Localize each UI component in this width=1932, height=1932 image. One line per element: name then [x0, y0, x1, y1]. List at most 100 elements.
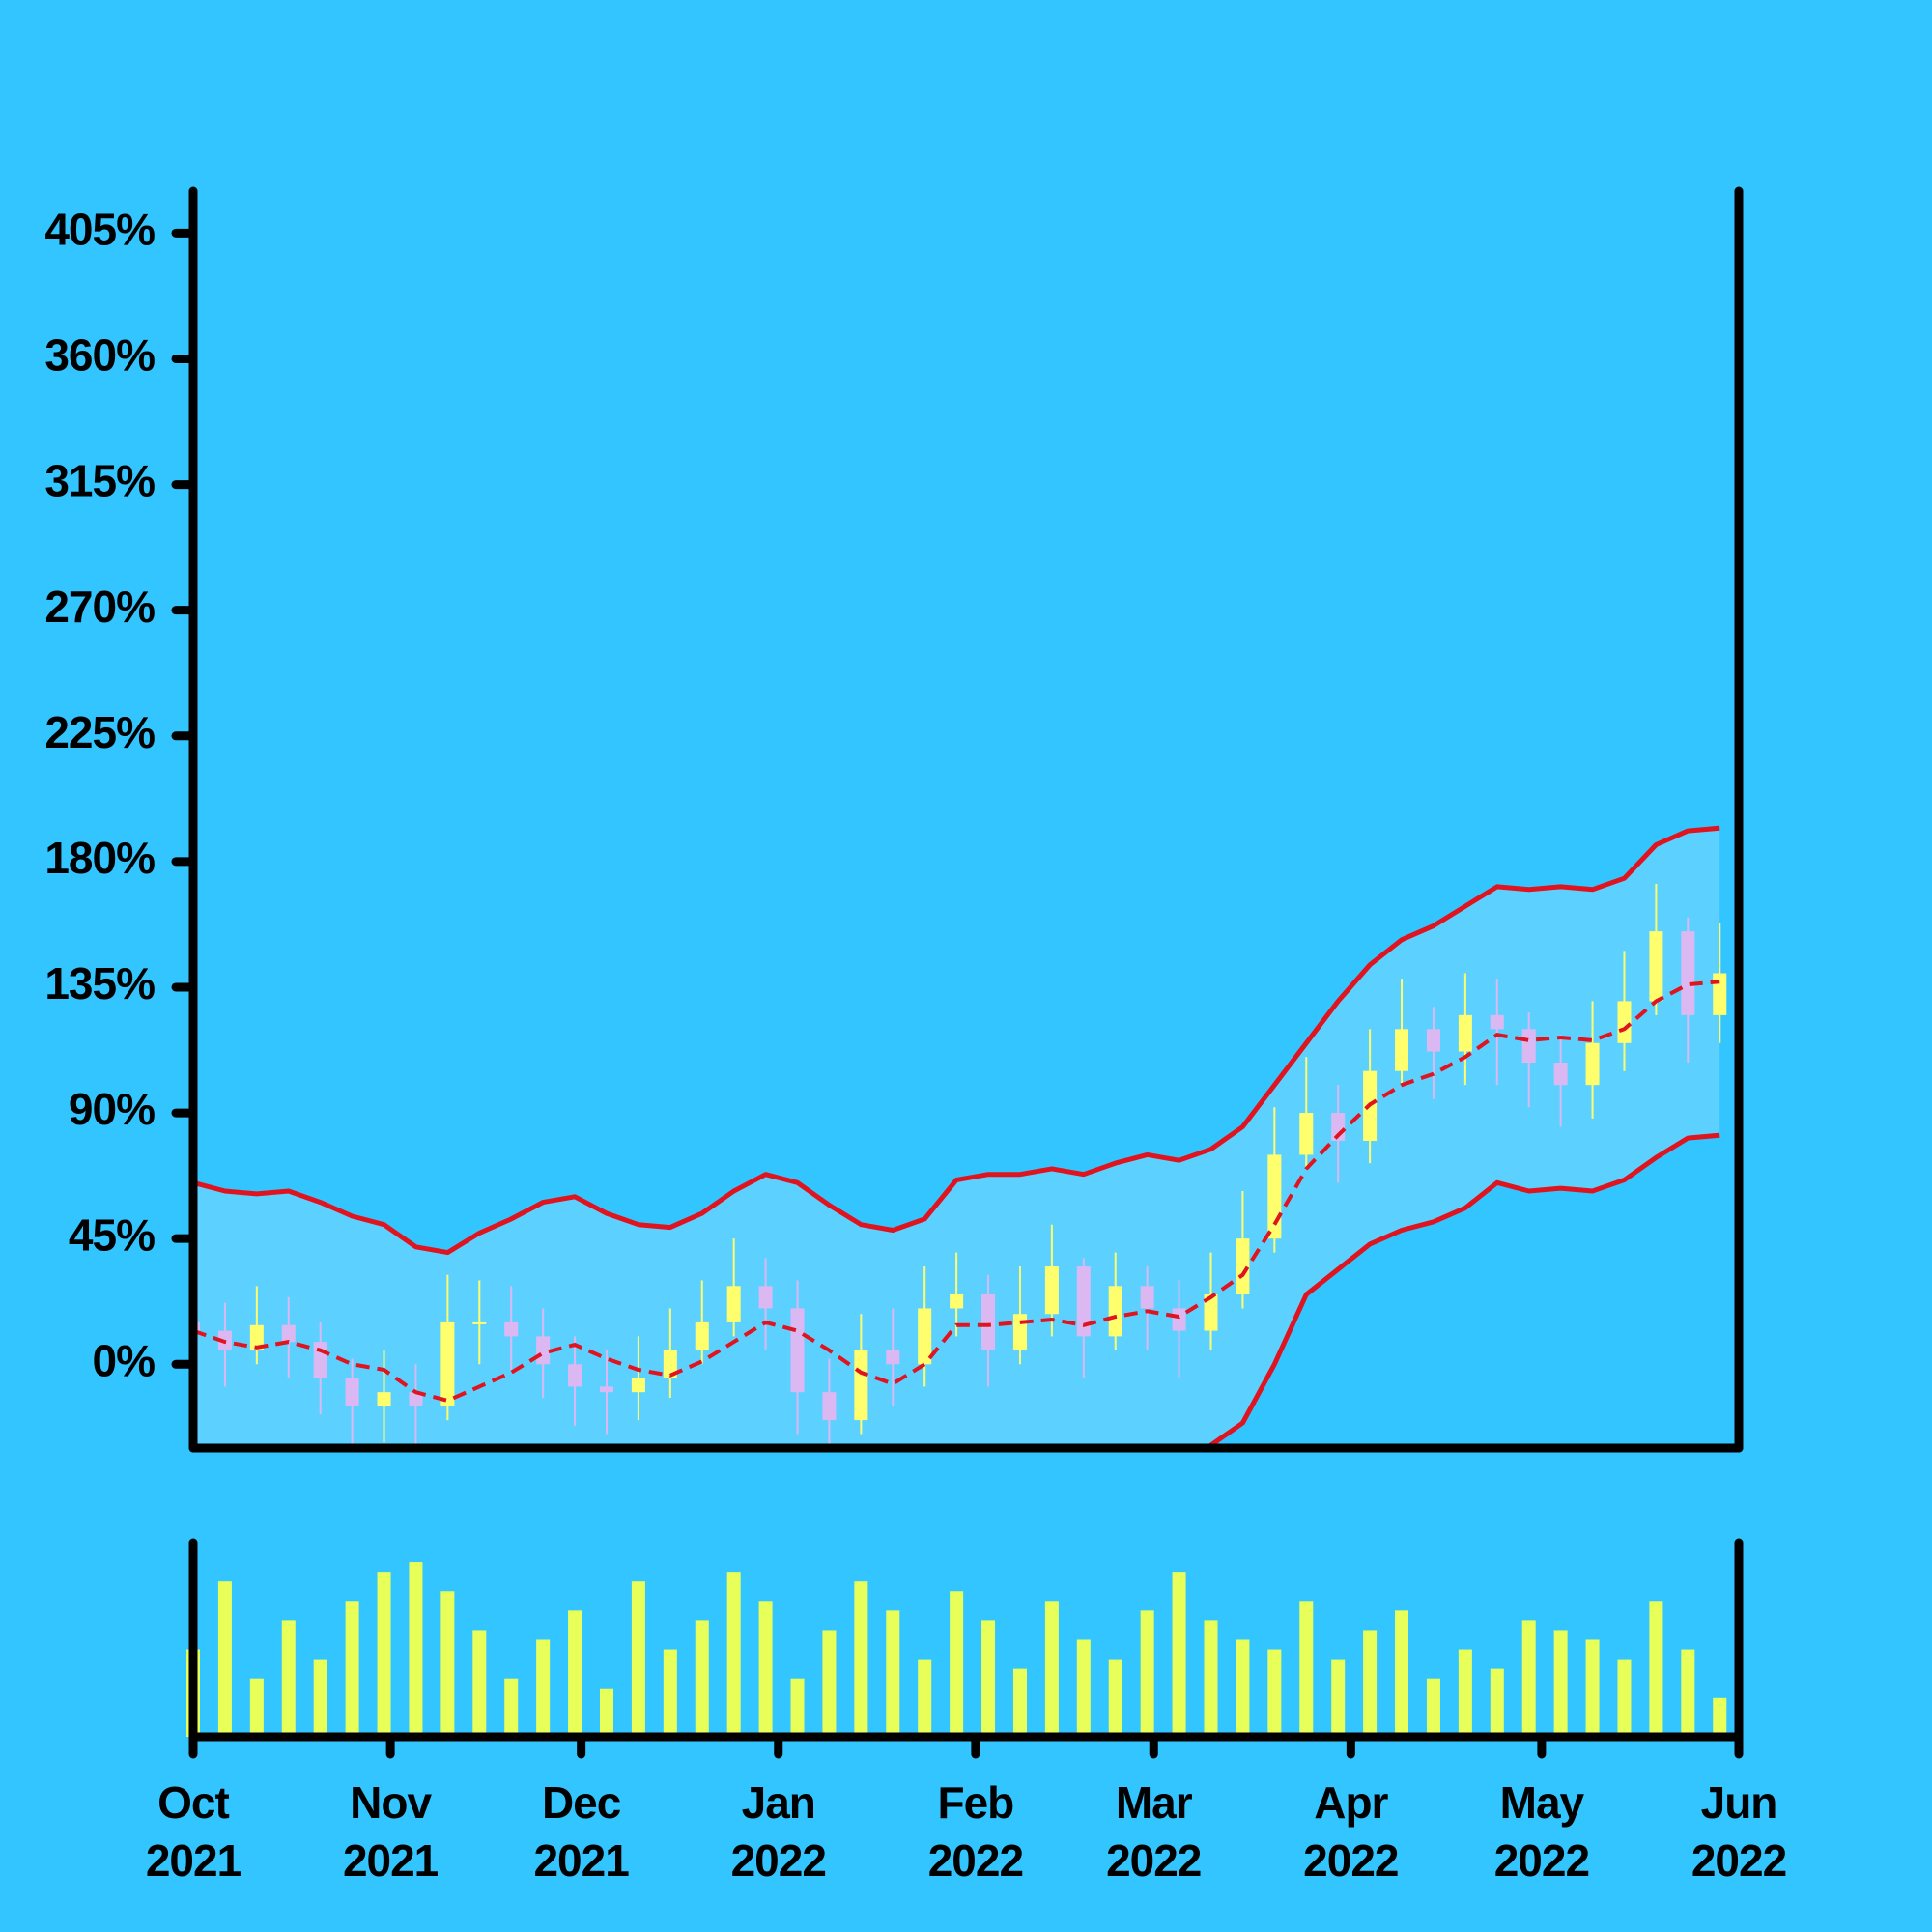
x-tick-label: Feb 2022: [927, 1777, 1024, 1886]
y-tick-label: 135%: [44, 958, 155, 1009]
volume-bar: [981, 1620, 996, 1737]
candle-body: [663, 1350, 677, 1378]
x-tick-label: Jan 2022: [730, 1777, 827, 1886]
candle-body: [1649, 931, 1663, 1002]
candle-body: [599, 1386, 613, 1393]
volume-bar: [1521, 1620, 1536, 1737]
candle-body: [854, 1350, 868, 1421]
y-tick-label: 405%: [44, 205, 155, 255]
x-tick-label: Mar 2022: [1106, 1777, 1202, 1886]
volume-bar: [1395, 1610, 1409, 1737]
candle-body: [1713, 973, 1727, 1015]
candle-body: [440, 1321, 455, 1406]
x-tick-label: May 2022: [1493, 1777, 1590, 1886]
candle-body: [1076, 1266, 1091, 1337]
x-tick-label: Dec 2021: [533, 1777, 629, 1886]
volume-bar: [822, 1630, 837, 1737]
x-tick-label: Oct 2021: [145, 1777, 242, 1886]
candle-body: [1521, 1029, 1536, 1064]
volume-panel: [186, 1562, 1727, 1737]
volume-bar: [1585, 1639, 1600, 1737]
volume-bar: [1044, 1601, 1059, 1737]
volume-bar: [1363, 1630, 1378, 1737]
volume-bar: [377, 1572, 391, 1737]
candle-body: [726, 1286, 741, 1322]
volume-bar: [1649, 1601, 1663, 1737]
volume-bar: [345, 1601, 359, 1737]
candle-body: [1012, 1314, 1027, 1350]
candle-body: [918, 1308, 932, 1365]
candle-body: [1204, 1293, 1218, 1331]
y-tick-label: 0%: [93, 1335, 156, 1385]
candle-body: [536, 1336, 551, 1365]
volume-bar: [1713, 1697, 1727, 1737]
volume-bar: [504, 1678, 519, 1737]
x-tick-label: Nov 2021: [342, 1777, 439, 1886]
volume-bar: [854, 1581, 868, 1737]
band-upper: [193, 825, 1720, 1256]
candle-body: [950, 1293, 964, 1309]
volume-bar: [1553, 1630, 1568, 1737]
candle-body: [1172, 1308, 1186, 1331]
volume-bar: [1172, 1572, 1186, 1737]
candle-body: [822, 1392, 837, 1421]
y-tick-label: 225%: [44, 707, 155, 757]
candle-body: [1108, 1286, 1122, 1337]
band-lower: [1204, 1132, 1720, 1448]
candle-body: [886, 1350, 900, 1365]
volume-bar: [886, 1610, 900, 1737]
y-tick-label: 90%: [69, 1084, 155, 1134]
volume-bar: [217, 1581, 232, 1737]
candle-body: [281, 1324, 296, 1343]
y-tick-label: 45%: [69, 1209, 155, 1260]
volume-bar: [1299, 1601, 1314, 1737]
y-tick-label: 360%: [44, 330, 155, 381]
candle-body: [981, 1293, 996, 1350]
volume-bar: [758, 1601, 773, 1737]
candle-body: [1617, 1001, 1632, 1043]
volume-bar: [1108, 1659, 1122, 1737]
volume-bar: [1140, 1610, 1154, 1737]
volume-bar: [726, 1572, 741, 1737]
volume-bar: [1426, 1678, 1440, 1737]
volume-bar: [1076, 1639, 1091, 1737]
x-tick-label: Jun 2022: [1690, 1777, 1787, 1886]
volume-bar: [790, 1678, 805, 1737]
candle-body: [1458, 1014, 1472, 1052]
volume-bar: [409, 1562, 423, 1737]
volume-bar: [1204, 1620, 1218, 1737]
candle-body: [1426, 1029, 1440, 1052]
candle-body: [504, 1321, 519, 1337]
volume-bar: [1617, 1659, 1632, 1737]
candle-body: [472, 1321, 487, 1324]
candle-body: [1585, 1042, 1600, 1086]
candle-body: [568, 1364, 582, 1387]
volume-bar: [1681, 1649, 1695, 1737]
volume-bar: [663, 1649, 677, 1737]
band-area: [193, 828, 1720, 1448]
price-panel: [193, 825, 1727, 1448]
candle-body: [1395, 1029, 1409, 1071]
candle-body: [1140, 1286, 1154, 1309]
volume-bar: [695, 1620, 709, 1737]
volume-bar: [1236, 1639, 1250, 1737]
volume-bar: [950, 1591, 964, 1737]
volume-bar: [1490, 1668, 1504, 1737]
volume-bar: [440, 1591, 455, 1737]
candle-body: [345, 1378, 359, 1406]
volume-bar: [1012, 1668, 1027, 1737]
candle-body: [1299, 1113, 1314, 1155]
y-tick-label: 315%: [44, 456, 155, 506]
candle-body: [790, 1308, 805, 1393]
candle-body: [1267, 1154, 1282, 1239]
volume-bar: [1267, 1649, 1282, 1737]
volume-bar: [631, 1581, 645, 1737]
volume-bar: [313, 1659, 327, 1737]
candle-body: [1044, 1266, 1059, 1315]
band-middle: [193, 980, 1720, 1404]
candle-body: [695, 1321, 709, 1350]
volume-bar: [568, 1610, 582, 1737]
y-tick-label: 270%: [44, 582, 155, 632]
candle-body: [631, 1378, 645, 1393]
